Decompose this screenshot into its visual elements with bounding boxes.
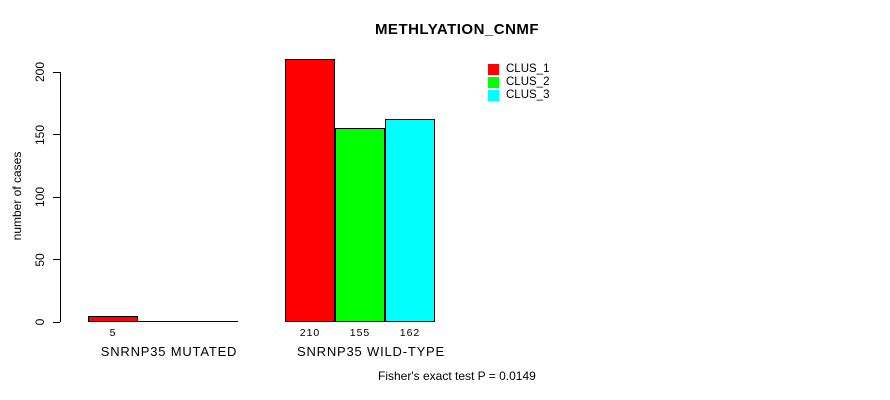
bar-clus_1	[285, 59, 335, 322]
y-axis-line	[60, 72, 61, 322]
bar-value-label: 210	[299, 327, 321, 339]
y-axis-title: number of cases	[10, 151, 24, 241]
legend-swatch-clus_1	[488, 64, 499, 75]
x-group-label: SNRNP35 MUTATED	[100, 344, 238, 359]
legend-row: CLUS_3	[488, 89, 549, 102]
y-tick-label: 150	[33, 124, 47, 145]
legend-label: CLUS_3	[506, 89, 550, 101]
y-tick-mark	[53, 259, 60, 260]
y-tick-label: 100	[33, 186, 47, 208]
y-tick-mark	[53, 321, 60, 323]
y-tick-mark	[53, 196, 60, 198]
y-tick-label: 200	[33, 61, 47, 83]
legend-swatch-clus_3	[488, 90, 499, 101]
y-tick-mark	[53, 71, 60, 73]
bar-clus_1	[88, 316, 138, 322]
zero-bar-baseline	[188, 321, 238, 322]
bar-value-label: 155	[349, 327, 371, 339]
y-tick-mark	[53, 134, 60, 135]
legend: CLUS_1 CLUS_2 CLUS_3	[488, 63, 549, 102]
legend-label: CLUS_2	[506, 76, 550, 88]
legend-swatch-clus_2	[488, 77, 499, 88]
p-value-annotation: Fisher's exact test P = 0.0149	[378, 369, 536, 383]
bar-clus_2	[335, 128, 385, 322]
legend-row: CLUS_2	[488, 76, 549, 89]
chart-title: METHLYATION_CNMF	[374, 21, 540, 38]
legend-row: CLUS_1	[488, 63, 549, 76]
legend-label: CLUS_1	[506, 63, 550, 75]
bar-value-label: 162	[399, 327, 421, 339]
y-tick-label: 0	[33, 318, 47, 326]
x-group-label: SNRNP35 WILD-TYPE	[297, 344, 445, 359]
y-tick-label: 50	[33, 252, 47, 267]
bar-value-label: 5	[109, 327, 117, 339]
bar-clus_3	[385, 119, 435, 322]
zero-bar-baseline	[138, 321, 188, 322]
